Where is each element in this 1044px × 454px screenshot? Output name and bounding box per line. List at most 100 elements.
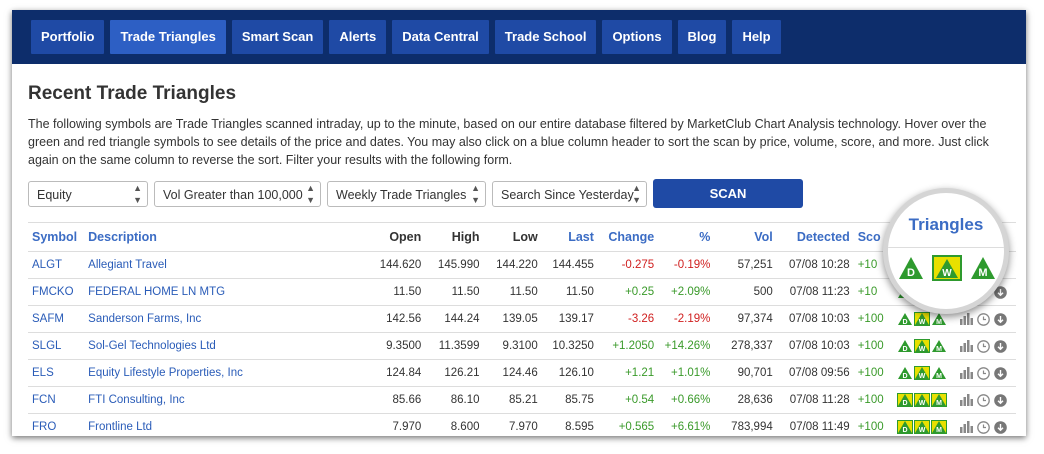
download-icon[interactable]	[993, 393, 1007, 407]
bar-chart-icon[interactable]	[959, 421, 973, 433]
svg-text:M: M	[978, 267, 987, 279]
cell-description[interactable]: Allegiant Travel	[84, 251, 365, 279]
bar-chart-icon[interactable]	[959, 340, 973, 352]
daily-triangle-icon[interactable]: D	[897, 420, 914, 434]
cell-symbol[interactable]: SAFM	[28, 305, 85, 333]
monthly-triangle-icon[interactable]: M	[931, 420, 948, 434]
cell-description[interactable]: Frontline Ltd	[84, 413, 365, 436]
nav-tab-options[interactable]: Options	[602, 20, 672, 54]
col-change[interactable]: Change	[597, 222, 659, 252]
monthly-triangle-icon[interactable]: M	[931, 312, 947, 326]
cell-change: +0.565	[597, 413, 659, 436]
cell-change: +0.54	[597, 386, 659, 414]
volume-select[interactable]: Vol Greater than 100,000 ▲ ▼	[154, 180, 321, 207]
download-icon[interactable]	[993, 366, 1007, 380]
weekly-triangle-icon[interactable]: W	[914, 312, 931, 326]
nav-tab-smart-scan[interactable]: Smart Scan	[231, 20, 324, 54]
download-icon[interactable]	[993, 420, 1007, 434]
clock-icon[interactable]	[976, 420, 990, 434]
bar-chart-icon[interactable]	[959, 313, 973, 325]
svg-text:M: M	[936, 400, 942, 407]
cell-description[interactable]: FTI Consulting, Inc	[84, 386, 365, 414]
col-description[interactable]: Description	[84, 222, 365, 252]
cell-description[interactable]: Equity Lifestyle Properties, Inc	[84, 359, 365, 387]
volume-select-value: Vol Greater than 100,000	[163, 187, 303, 202]
cell-last: 11.50	[541, 278, 598, 306]
cell-symbol[interactable]: ALGT	[28, 251, 85, 279]
cell-tools	[955, 332, 1016, 360]
monthly-triangle-icon[interactable]: M	[931, 339, 947, 353]
bar-chart-icon[interactable]	[959, 394, 973, 406]
weekly-triangle-icon[interactable]: W	[914, 393, 931, 407]
cell-last: 126.10	[541, 359, 598, 387]
weekly-triangle-icon[interactable]: W	[914, 366, 931, 380]
download-icon[interactable]	[993, 339, 1007, 353]
nav-tab-trade-triangles[interactable]: Trade Triangles	[110, 20, 226, 54]
market-select-value: Equity	[37, 187, 72, 202]
daily-triangle-icon[interactable]: D	[897, 366, 913, 380]
cell-score: +100	[853, 359, 894, 387]
svg-text:M: M	[936, 373, 942, 380]
cell-symbol[interactable]: ELS	[28, 359, 85, 387]
main-nav: Portfolio Trade Triangles Smart Scan Alerts…	[12, 10, 1026, 64]
cell-last: 139.17	[541, 305, 598, 333]
triangle-select[interactable]: Weekly Trade Triangles ▲ ▼	[327, 180, 486, 207]
cell-open: 85.66	[364, 386, 426, 414]
cell-low: 85.21	[483, 386, 542, 414]
cell-low: 144.220	[483, 251, 542, 279]
cell-symbol[interactable]: FMCKO	[28, 278, 85, 306]
triangle-select-value: Weekly Trade Triangles	[336, 187, 467, 202]
daily-triangle-icon[interactable]: D	[897, 312, 913, 326]
svg-text:D: D	[903, 400, 908, 407]
since-select[interactable]: Search Since Yesterday ▲ ▼	[492, 180, 647, 207]
clock-icon[interactable]	[976, 312, 990, 326]
table-row: FMCKO FEDERAL HOME LN MTG 11.50 11.50 11.50 1…	[28, 278, 1016, 306]
cell-vol: 783,994	[714, 413, 777, 436]
download-icon[interactable]	[993, 285, 1007, 299]
cell-symbol[interactable]: FRO	[28, 413, 85, 436]
nav-tab-help[interactable]: Help	[732, 20, 781, 54]
bar-chart-icon[interactable]	[959, 367, 973, 379]
nav-tab-data-central[interactable]: Data Central	[392, 20, 489, 54]
nav-tab-blog[interactable]: Blog	[677, 20, 727, 54]
nav-tab-trade-school[interactable]: Trade School	[494, 20, 597, 54]
cell-change: +1.2050	[597, 332, 659, 360]
cell-detected: 07/08 09:56	[776, 359, 854, 387]
daily-triangle-icon[interactable]: D	[897, 339, 913, 353]
daily-triangle-icon[interactable]: D	[897, 393, 914, 407]
cell-detected: 07/08 10:03	[776, 305, 854, 333]
cell-description[interactable]: FEDERAL HOME LN MTG	[84, 278, 365, 306]
nav-tab-alerts[interactable]: Alerts	[329, 20, 387, 54]
app-window: Portfolio Trade Triangles Smart Scan Alerts…	[12, 10, 1026, 436]
cell-description[interactable]: Sol-Gel Technologies Ltd	[84, 332, 365, 360]
table-row: ALGT Allegiant Travel 144.620 145.990 144.22…	[28, 251, 1016, 279]
monthly-triangle-icon[interactable]: M	[931, 393, 948, 407]
col-last[interactable]: Last	[541, 222, 598, 252]
scan-button[interactable]: SCAN	[653, 179, 803, 208]
col-detected[interactable]: Detected	[776, 222, 854, 252]
cell-description[interactable]: Sanderson Farms, Inc	[84, 305, 365, 333]
col-percent[interactable]: %	[658, 222, 715, 252]
clock-icon[interactable]	[976, 393, 990, 407]
col-vol[interactable]: Vol	[714, 222, 777, 252]
cell-vol: 500	[714, 278, 777, 306]
cell-high: 126.21	[425, 359, 484, 387]
cell-score: +100	[853, 332, 894, 360]
cell-symbol[interactable]: FCN	[28, 386, 85, 414]
table-row: SLGL Sol-Gel Technologies Ltd 9.3500 11.359…	[28, 332, 1016, 360]
cell-score: +100	[853, 386, 894, 414]
cell-symbol[interactable]: SLGL	[28, 332, 85, 360]
monthly-triangle-icon[interactable]: M	[931, 366, 947, 380]
weekly-triangle-icon[interactable]: W	[914, 420, 931, 434]
clock-icon[interactable]	[976, 366, 990, 380]
clock-icon[interactable]	[976, 339, 990, 353]
cell-vol: 278,337	[714, 332, 777, 360]
market-select[interactable]: Equity ▲ ▼	[28, 180, 148, 207]
nav-tab-portfolio[interactable]: Portfolio	[31, 20, 105, 54]
weekly-triangle-icon[interactable]: W	[914, 339, 931, 353]
col-symbol[interactable]: Symbol	[28, 222, 85, 252]
cell-percent: +6.61%	[658, 413, 715, 436]
download-icon[interactable]	[993, 312, 1007, 326]
